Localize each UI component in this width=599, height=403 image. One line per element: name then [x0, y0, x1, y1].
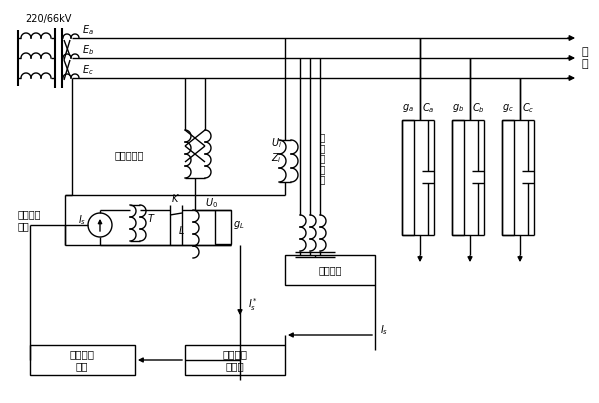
Bar [502, 120, 514, 235]
Text: 220/66kV: 220/66kV [25, 14, 71, 24]
Text: $E_c$: $E_c$ [82, 63, 94, 77]
Text: 电
压
互
感
器: 电 压 互 感 器 [320, 135, 325, 185]
Text: $C_b$: $C_b$ [471, 101, 485, 115]
Text: 负
载: 负 载 [582, 47, 589, 69]
Text: $g_c$: $g_c$ [502, 102, 514, 114]
Text: $I_s^*$: $I_s^*$ [248, 297, 258, 314]
Text: $Z_i$: $Z_i$ [271, 151, 282, 165]
Bar [215, 210, 231, 244]
Bar [185, 345, 285, 375]
Text: $U_i$: $U_i$ [271, 136, 282, 150]
Text: 有源逆变
装置: 有源逆变 装置 [18, 209, 41, 231]
Text: $C_a$: $C_a$ [422, 101, 434, 115]
Bar [285, 255, 375, 285]
Text: $E_b$: $E_b$ [82, 43, 94, 57]
Bar [402, 120, 414, 235]
Text: 接地变压器: 接地变压器 [115, 150, 144, 160]
Text: $g_L$: $g_L$ [233, 219, 245, 231]
Text: $I_s$: $I_s$ [380, 323, 388, 337]
Bar [30, 345, 135, 375]
Circle shape [88, 213, 112, 237]
Bar [452, 120, 464, 235]
Text: 检测装置: 检测装置 [318, 265, 342, 275]
Text: $E_a$: $E_a$ [82, 23, 94, 37]
Text: $T$: $T$ [147, 212, 155, 224]
Text: $g_a$: $g_a$ [402, 102, 414, 114]
Text: $K$: $K$ [171, 192, 180, 204]
Text: 电流闭环
控制器: 电流闭环 控制器 [222, 349, 247, 371]
Text: $C_c$: $C_c$ [522, 101, 534, 115]
Text: $L$: $L$ [177, 224, 184, 236]
Text: $I_s$: $I_s$ [78, 213, 86, 227]
Text: $U_0$: $U_0$ [205, 196, 218, 210]
Text: 脉冲驱动
电路: 脉冲驱动 电路 [69, 349, 95, 371]
Text: $g_b$: $g_b$ [452, 102, 464, 114]
